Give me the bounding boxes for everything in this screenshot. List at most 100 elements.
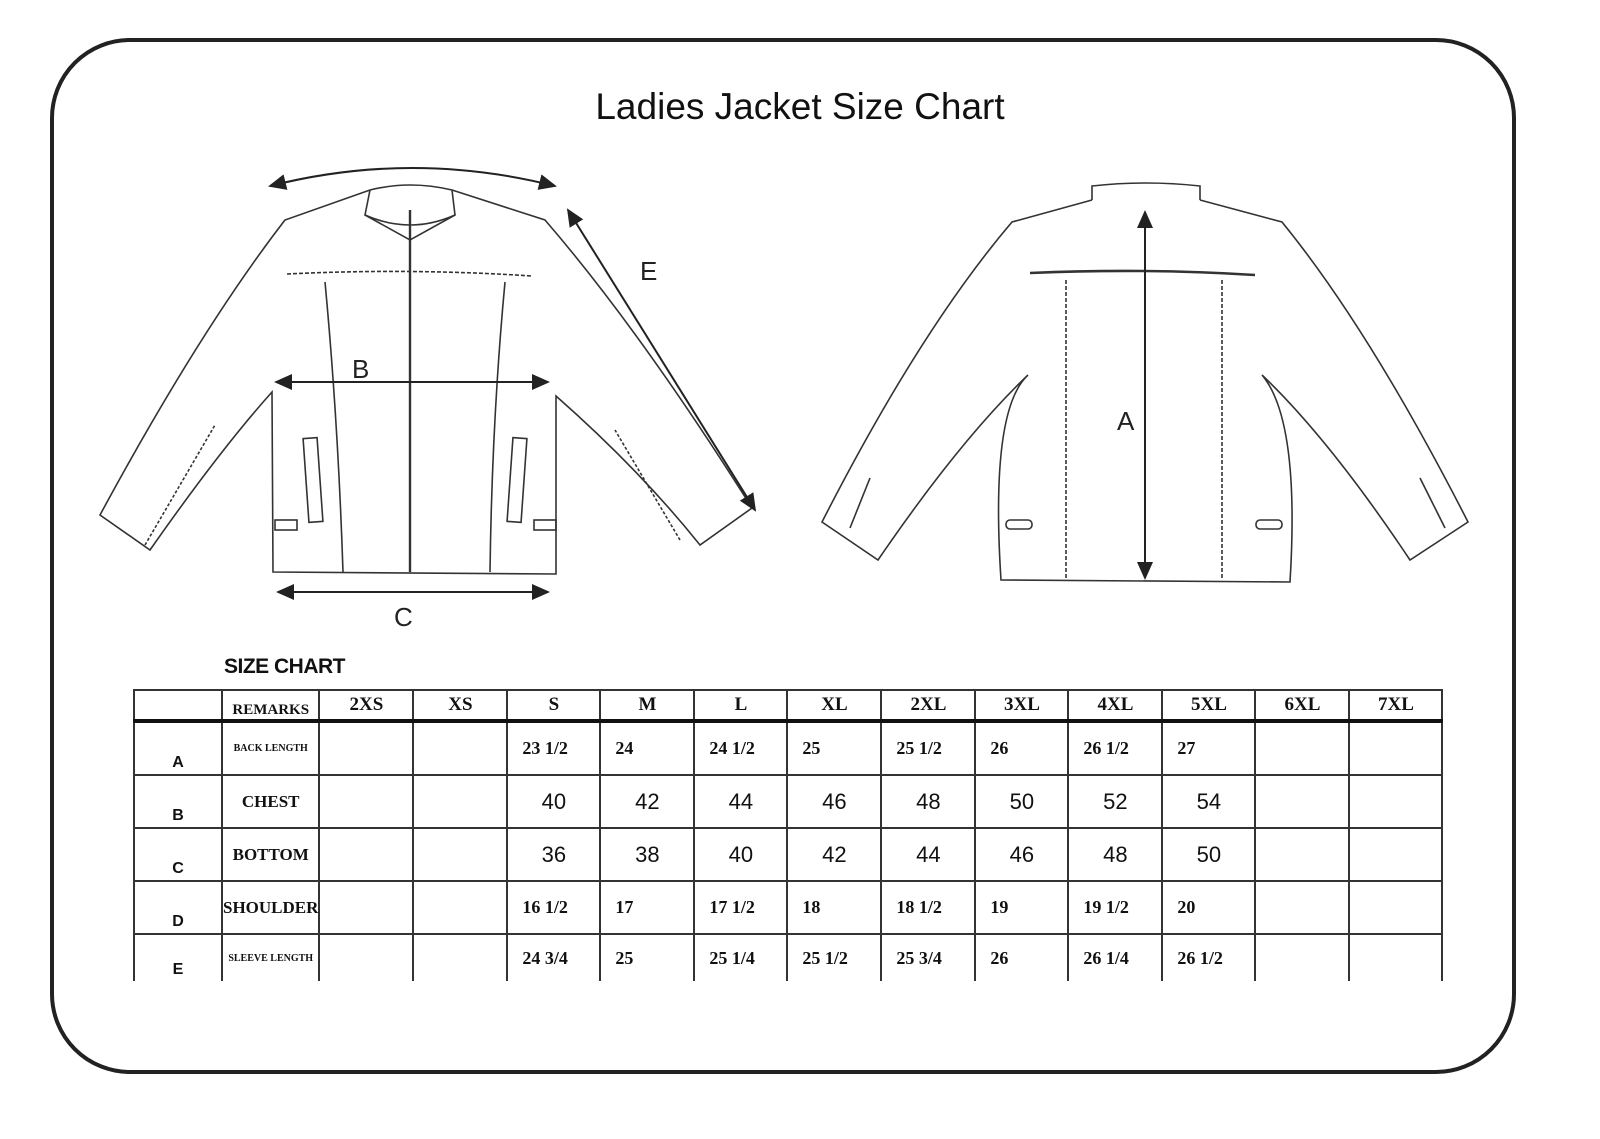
row-remark: CHEST xyxy=(220,774,321,829)
table-cell: 40 xyxy=(506,774,602,829)
table-cell: 19 xyxy=(974,880,1070,935)
header-size-s: S xyxy=(506,689,602,723)
table-cell: 26 1/2 xyxy=(1161,933,1257,981)
header-size-xs: XS xyxy=(412,689,509,723)
row-remark: BACK LENGTH xyxy=(220,720,321,776)
table-cell: 50 xyxy=(1161,827,1257,882)
table-cell: 50 xyxy=(974,774,1070,829)
header-size-2xl: 2XL xyxy=(880,689,977,723)
table-cell xyxy=(1348,827,1444,882)
table-cell xyxy=(1254,933,1351,981)
header-size-6xl: 6XL xyxy=(1254,689,1351,723)
table-cell xyxy=(1254,720,1351,776)
table-cell: 54 xyxy=(1161,774,1257,829)
table-cell xyxy=(412,720,509,776)
table-cell: 25 1/2 xyxy=(880,720,977,776)
header-size-3xl: 3XL xyxy=(974,689,1070,723)
table-row: B CHEST 40 42 44 46 48 50 52 54 xyxy=(133,774,1444,829)
table-cell: 24 xyxy=(599,720,696,776)
table-cell: 52 xyxy=(1067,774,1164,829)
table-cell: 26 1/2 xyxy=(1067,720,1164,776)
table-cell xyxy=(1348,880,1444,935)
row-letter: E xyxy=(133,933,223,981)
table-cell: 25 xyxy=(786,720,883,776)
row-letter: A xyxy=(133,720,223,776)
table-cell xyxy=(1348,774,1444,829)
size-chart-table: REMARKS 2XS XS S M L XL 2XL 3XL 4XL 5XL 6XL 7XL A BA… xyxy=(133,689,1444,981)
table-cell: 46 xyxy=(974,827,1070,882)
table-cell: 42 xyxy=(786,827,883,882)
header-size-xl: XL xyxy=(786,689,883,723)
table-cell: 20 xyxy=(1161,880,1257,935)
table-cell: 38 xyxy=(599,827,696,882)
header-size-m: M xyxy=(599,689,696,723)
table-cell: 26 1/4 xyxy=(1067,933,1164,981)
table-cell: 25 3/4 xyxy=(880,933,977,981)
table-cell: 48 xyxy=(1067,827,1164,882)
header-size-2xs: 2XS xyxy=(318,689,415,723)
row-letter: C xyxy=(133,827,223,882)
table-row: E SLEEVE LENGTH 24 3/4 25 25 1/4 25 1/2 25 3/4… xyxy=(133,933,1444,981)
table-cell: 44 xyxy=(880,827,977,882)
table-cell xyxy=(318,720,415,776)
measurement-arrows xyxy=(268,167,1153,600)
table-cell xyxy=(318,774,415,829)
table-cell xyxy=(412,827,509,882)
table-cell: 17 xyxy=(599,880,696,935)
header-size-4xl: 4XL xyxy=(1067,689,1164,723)
table-row: C BOTTOM 36 38 40 42 44 46 48 50 xyxy=(133,827,1444,882)
table-cell: 46 xyxy=(786,774,883,829)
header-blank xyxy=(133,689,223,723)
row-remark: SHOULDER xyxy=(220,880,321,935)
table-cell: 19 1/2 xyxy=(1067,880,1164,935)
label-b: B xyxy=(352,354,369,384)
table-cell: 17 1/2 xyxy=(693,880,789,935)
table-cell: 24 3/4 xyxy=(506,933,602,981)
header-size-7xl: 7XL xyxy=(1348,689,1444,723)
table-cell xyxy=(1254,774,1351,829)
table-row: D SHOULDER 16 1/2 17 17 1/2 18 18 1/2 19 19 1/2 2… xyxy=(133,880,1444,935)
back-jacket-drawing xyxy=(820,182,1470,583)
header-remarks: REMARKS xyxy=(220,689,321,723)
table-cell: 26 xyxy=(974,720,1070,776)
table-cell: 16 1/2 xyxy=(506,880,602,935)
table-cell xyxy=(412,933,509,981)
table-cell xyxy=(1348,720,1444,776)
chart-border xyxy=(50,38,1516,1074)
row-letter: D xyxy=(133,880,223,935)
shoulder-arrow xyxy=(268,167,557,190)
table-row: A BACK LENGTH 23 1/2 24 24 1/2 25 25 1/2 26 26 1… xyxy=(133,720,1444,776)
label-e: E xyxy=(640,256,657,286)
table-cell: 25 xyxy=(599,933,696,981)
table-cell: 25 1/2 xyxy=(786,933,883,981)
table-cell xyxy=(1254,827,1351,882)
row-letter: B xyxy=(133,774,223,829)
row-remark: SLEEVE LENGTH xyxy=(220,933,321,981)
label-c: C xyxy=(394,602,413,632)
table-cell xyxy=(318,880,415,935)
table-cell xyxy=(412,880,509,935)
table-cell: 18 1/2 xyxy=(880,880,977,935)
front-jacket-drawing xyxy=(98,184,754,575)
table-cell: 18 xyxy=(786,880,883,935)
table-cell: 40 xyxy=(693,827,789,882)
table-cell: 26 xyxy=(974,933,1070,981)
page-title: Ladies Jacket Size Chart xyxy=(595,86,1005,127)
table-cell xyxy=(1254,880,1351,935)
table-cell: 44 xyxy=(693,774,789,829)
row-remark: BOTTOM xyxy=(220,827,321,882)
header-size-l: L xyxy=(693,689,789,723)
header-size-5xl: 5XL xyxy=(1161,689,1257,723)
label-a: A xyxy=(1117,406,1135,436)
table-cell: 27 xyxy=(1161,720,1257,776)
table-cell: 48 xyxy=(880,774,977,829)
table-cell xyxy=(1348,933,1444,981)
table-cell: 36 xyxy=(506,827,602,882)
header-row: REMARKS 2XS XS S M L XL 2XL 3XL 4XL 5XL 6XL 7XL xyxy=(133,689,1444,723)
table-cell xyxy=(318,933,415,981)
table-cell: 23 1/2 xyxy=(506,720,602,776)
size-chart-heading: SIZE CHART xyxy=(224,655,346,678)
table-cell: 24 1/2 xyxy=(693,720,789,776)
table-cell xyxy=(318,827,415,882)
